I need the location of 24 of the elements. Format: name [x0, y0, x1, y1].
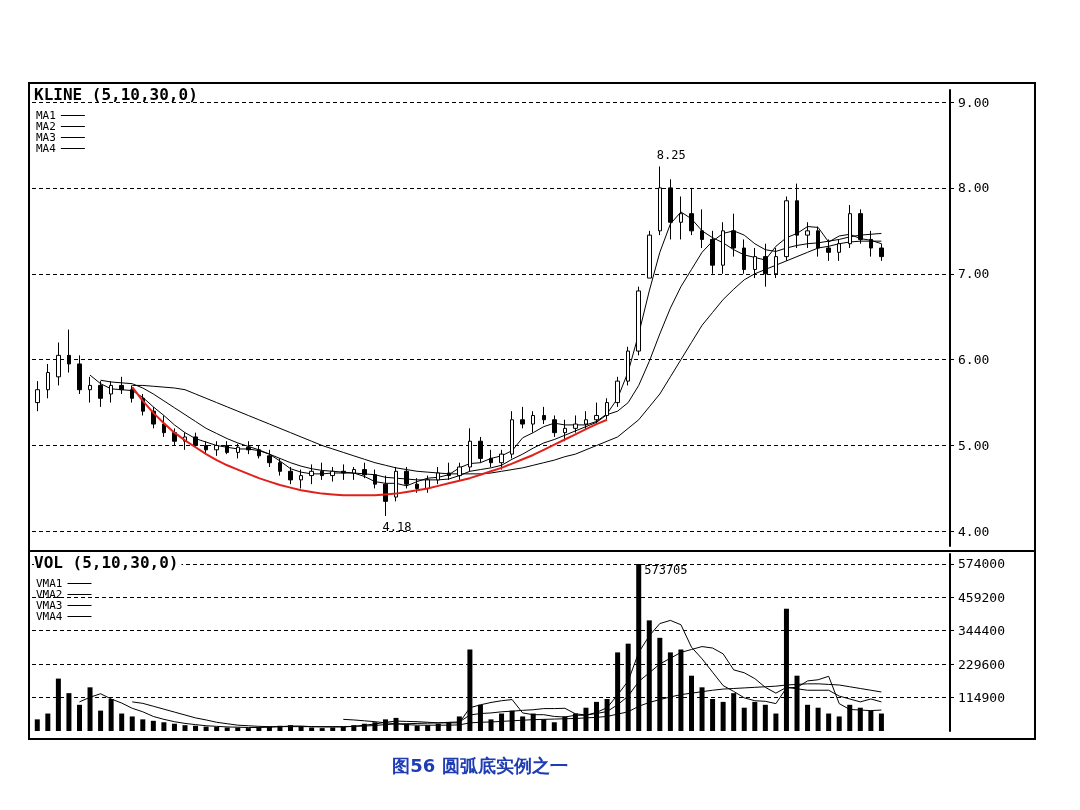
caption: 图56 圆弧底实例之一 — [391, 754, 569, 778]
y-tick-label: 4.00 — [958, 523, 990, 539]
legend-label: VMA4 — [35, 610, 63, 623]
legend-label: MA1 — [35, 109, 56, 122]
y-tick-label: 114900 — [958, 690, 1005, 706]
annotation: 573705 — [644, 562, 688, 577]
y-tick-label: 8.00 — [958, 180, 990, 196]
y-tick-label: 344400 — [958, 623, 1005, 639]
y-tick-label: 9.00 — [958, 94, 990, 110]
chart-title: VOL (5,10,30,0) — [34, 552, 179, 572]
chart-title: KLINE (5,10,30,0) — [34, 84, 198, 104]
annotation: 4.18 — [382, 520, 412, 535]
legend-label: MA2 — [35, 120, 56, 133]
y-tick-label: 459200 — [958, 589, 1005, 605]
y-tick-label: 7.00 — [958, 266, 990, 282]
legend-label: MA3 — [35, 131, 56, 144]
legend-label: MA4 — [35, 142, 57, 155]
y-tick-label: 5.00 — [958, 438, 990, 454]
legend-label: VMA3 — [35, 599, 63, 612]
annotation: 8.25 — [656, 147, 686, 162]
y-tick-label: 6.00 — [958, 352, 990, 368]
legend-label: VMA1 — [35, 577, 63, 590]
y-tick-label: 229600 — [958, 656, 1005, 672]
y-tick-label: 574000 — [958, 556, 1005, 572]
